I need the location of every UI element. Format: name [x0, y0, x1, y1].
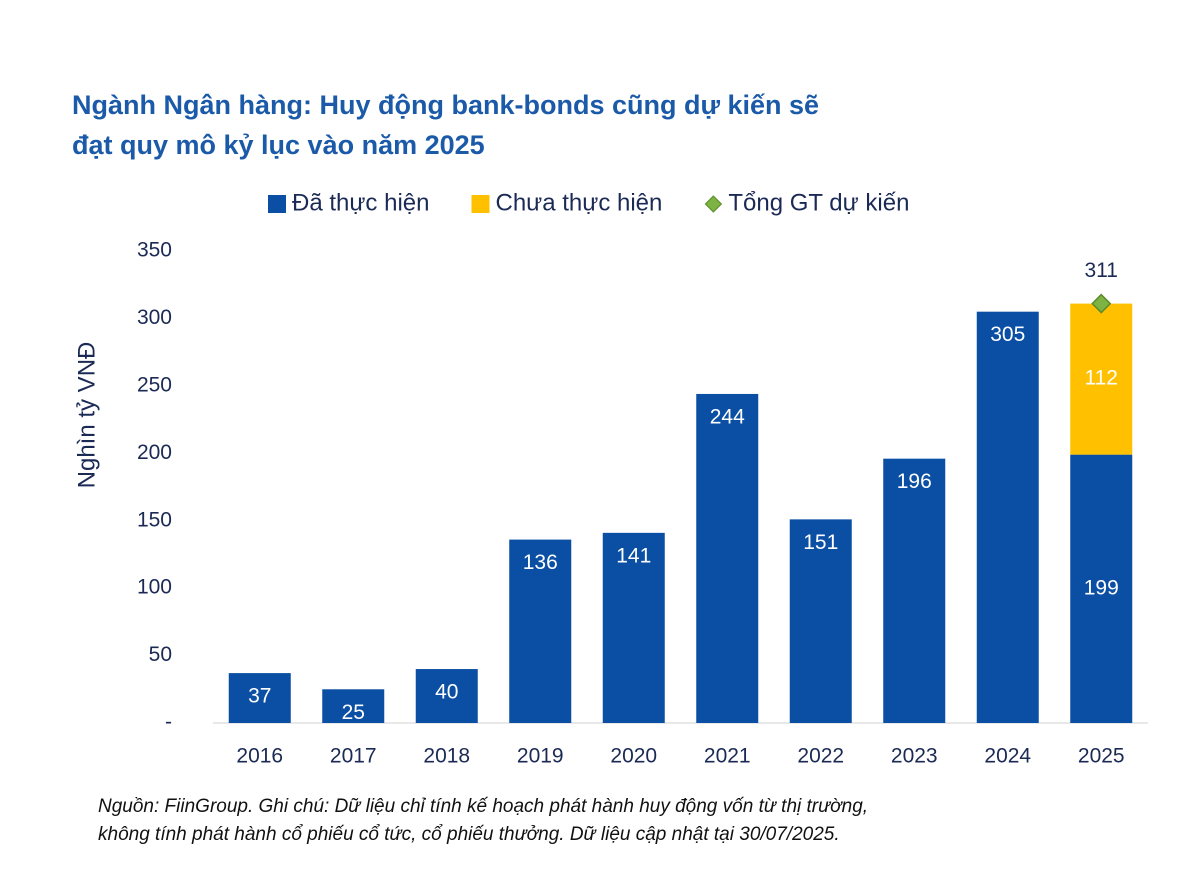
value-label: 311: [1085, 259, 1118, 282]
bar: [322, 689, 385, 723]
legend-swatch: [471, 195, 490, 213]
x-tick-label: 2022: [797, 745, 844, 768]
bar: [1070, 454, 1133, 723]
y-tick-label: 300: [137, 306, 172, 329]
bar: [976, 311, 1039, 723]
chart-title: Ngành Ngân hàng: Huy động bank-bonds cũn…: [72, 90, 819, 120]
marker: [1091, 293, 1112, 314]
x-tick-label: 2016: [236, 745, 283, 768]
y-tick-label: -: [165, 711, 172, 734]
bar: [789, 519, 852, 723]
y-tick-label: 50: [149, 643, 172, 666]
y-tick-label: 150: [137, 508, 172, 531]
bar: [228, 673, 291, 723]
value-label: 136: [523, 551, 558, 574]
x-tick-label: 2017: [330, 745, 377, 768]
value-label: 196: [897, 470, 932, 493]
legend-label: Chưa thực hiện: [495, 189, 662, 216]
value-label: 151: [803, 531, 838, 554]
y-tick-label: 200: [137, 441, 172, 464]
chart-title: đạt quy mô kỷ lục vào năm 2025: [72, 130, 485, 160]
bar: [415, 669, 478, 723]
legend-marker: [704, 195, 723, 213]
value-label: 37: [248, 685, 271, 708]
bar: [883, 458, 946, 723]
x-tick-label: 2023: [891, 745, 938, 768]
bar: [696, 393, 759, 723]
value-label: 40: [435, 681, 458, 704]
value-label: 305: [990, 323, 1025, 346]
bar: [509, 539, 572, 723]
y-axis-label: Nghìn tỷ VNĐ: [73, 342, 100, 489]
legend-label: Đã thực hiện: [292, 189, 429, 216]
bar: [1070, 303, 1133, 455]
value-label: 244: [710, 405, 745, 428]
value-label: 199: [1084, 576, 1119, 599]
value-label: 112: [1085, 367, 1118, 390]
x-tick-label: 2021: [704, 745, 751, 768]
legend-swatch: [268, 195, 286, 213]
footnote: Nguồn: FiinGroup. Ghi chú: Dữ liệu chỉ t…: [98, 796, 868, 817]
bar: [602, 532, 665, 723]
x-tick-label: 2019: [517, 745, 564, 768]
footnote: không tính phát hành cổ phiếu cổ tức, cổ…: [98, 824, 840, 845]
y-tick-label: 250: [137, 373, 172, 396]
value-label: 141: [616, 544, 651, 567]
y-tick-label: 100: [137, 576, 172, 599]
legend-label: Tổng GT dự kiến: [728, 189, 909, 216]
x-tick-label: 2018: [423, 745, 470, 768]
x-tick-label: 2025: [1078, 745, 1125, 768]
value-label: 25: [342, 701, 365, 724]
y-tick-label: 350: [137, 239, 172, 262]
x-tick-label: 2020: [610, 745, 657, 768]
x-tick-label: 2024: [984, 745, 1031, 768]
